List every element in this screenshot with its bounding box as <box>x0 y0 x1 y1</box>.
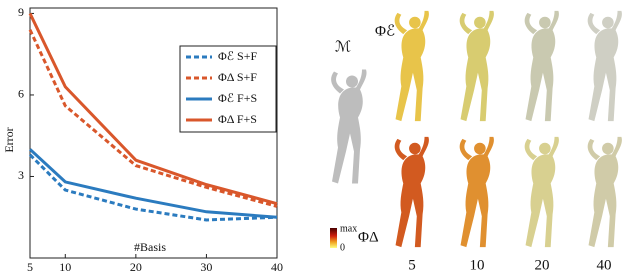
column-label: 5 <box>408 257 416 273</box>
mesh-label: ℳ <box>335 39 351 55</box>
legend-box <box>179 45 277 133</box>
render <box>394 136 429 248</box>
plot-frame <box>29 7 278 259</box>
x-tick-label: 20 <box>130 260 142 274</box>
render <box>394 10 429 122</box>
y-tick-label: 6 <box>18 87 24 101</box>
y-tick-label: 9 <box>18 5 24 19</box>
render <box>587 10 622 122</box>
x-axis-label: #Basis <box>134 240 166 254</box>
mesh <box>331 69 367 184</box>
series-line <box>28 153 278 222</box>
column-label: 40 <box>597 257 612 273</box>
render <box>524 136 559 248</box>
render <box>587 136 622 248</box>
column-label: 10 <box>470 257 485 273</box>
colorbar <box>330 228 337 248</box>
renders: ℳ Φℰ ΦΔ max 0 5 10 20 40 <box>330 10 622 273</box>
x-tick-label: 30 <box>200 260 212 274</box>
row-label: ΦΔ <box>358 229 379 245</box>
colorbar-label: max <box>340 223 357 234</box>
series-line <box>28 148 278 219</box>
chart: 3 6 9 5 10 20 30 40 Error #Basis Φℰ S+F ΦΔ S+F Φℰ F+… <box>2 5 283 274</box>
colorbar-label: 0 <box>340 242 345 253</box>
series-line <box>28 12 278 206</box>
legend-label: ΦΔ F+S <box>218 112 257 126</box>
legend-label: Φℰ F+S <box>218 91 257 105</box>
legend-label: Φℰ S+F <box>218 49 257 63</box>
x-tick-label: 10 <box>59 260 71 274</box>
render <box>459 10 494 122</box>
y-axis-label: Error <box>2 127 16 152</box>
x-tick-label: 5 <box>27 260 33 274</box>
y-tick-label: 3 <box>18 168 24 182</box>
series-line <box>28 29 278 208</box>
legend-label: ΦΔ S+F <box>218 70 257 84</box>
column-label: 20 <box>535 257 550 273</box>
row-label: Φℰ <box>375 23 395 39</box>
render <box>524 10 559 122</box>
render <box>459 136 494 248</box>
x-tick-label: 40 <box>271 260 283 274</box>
